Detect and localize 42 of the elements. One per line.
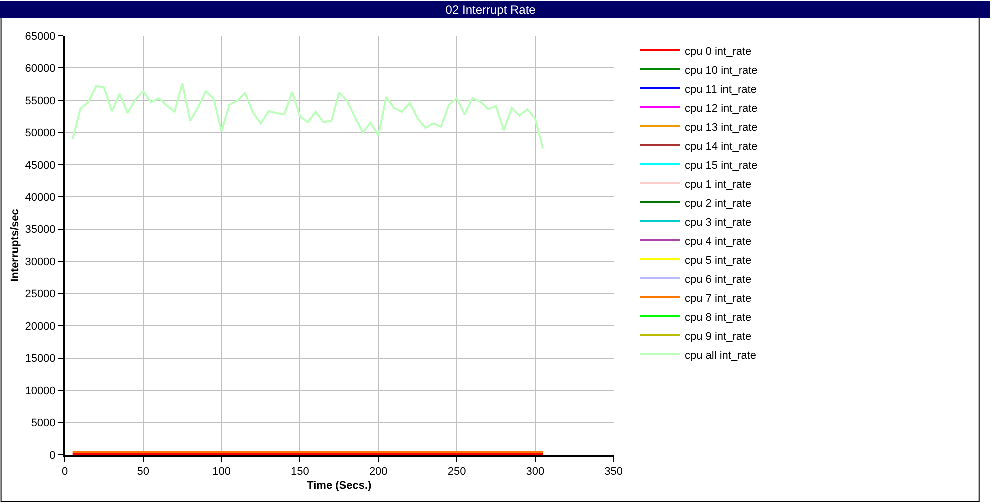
y-axis-title: Interrupts/sec xyxy=(9,209,22,282)
x-tick-label: 350 xyxy=(604,466,623,478)
y-tick-label: 30000 xyxy=(25,256,56,268)
x-tick-label: 100 xyxy=(212,466,231,478)
x-tick-label: 150 xyxy=(291,466,310,478)
y-tick-label: 15000 xyxy=(25,353,56,366)
legend-label: cpu 12 int_rate xyxy=(685,102,758,115)
x-tick-label: 300 xyxy=(526,466,545,478)
y-tick-label: 65000 xyxy=(25,30,56,43)
legend-label: cpu 6 int_rate xyxy=(685,274,752,286)
legend-label: cpu 11 int_rate xyxy=(685,84,757,96)
legend-label: cpu 15 int_rate xyxy=(685,160,758,172)
y-tick-label: 55000 xyxy=(25,95,56,108)
y-tick-label: 50000 xyxy=(25,128,56,140)
y-tick-label: 40000 xyxy=(25,192,56,204)
x-tick-label: 250 xyxy=(448,466,466,478)
legend-label: cpu 9 int_rate xyxy=(685,330,752,343)
y-tick-label: 20000 xyxy=(25,320,56,333)
x-tick-label: 50 xyxy=(137,466,150,478)
x-axis-title: Time (Secs.) xyxy=(307,480,372,492)
y-tick-label: 45000 xyxy=(25,160,56,172)
legend-label: cpu 5 int_rate xyxy=(685,254,752,267)
legend-label: cpu 4 int_rate xyxy=(685,236,752,248)
x-tick-label: 0 xyxy=(62,466,68,478)
chart-title: 02 Interrupt Rate xyxy=(446,3,536,17)
y-tick-label: 10000 xyxy=(25,385,56,398)
legend-label: cpu 7 int_rate xyxy=(685,292,752,305)
y-tick-label: 25000 xyxy=(25,288,56,301)
y-tick-label: 60000 xyxy=(25,63,56,76)
legend-label: cpu all int_rate xyxy=(685,350,757,362)
legend-label: cpu 14 int_rate xyxy=(685,140,758,153)
legend-label: cpu 1 int_rate xyxy=(685,178,752,191)
y-tick-label: 0 xyxy=(50,450,56,462)
legend-label: cpu 8 int_rate xyxy=(685,312,752,324)
y-tick-label: 35000 xyxy=(25,224,56,236)
legend-label: cpu 0 int_rate xyxy=(685,46,752,58)
legend-label: cpu 10 int_rate xyxy=(685,64,758,77)
legend-label: cpu 2 int_rate xyxy=(685,198,752,210)
x-tick-label: 200 xyxy=(369,466,388,478)
legend-label: cpu 3 int_rate xyxy=(685,216,752,229)
y-tick-label: 5000 xyxy=(31,418,56,430)
legend-label: cpu 13 int_rate xyxy=(685,122,758,134)
